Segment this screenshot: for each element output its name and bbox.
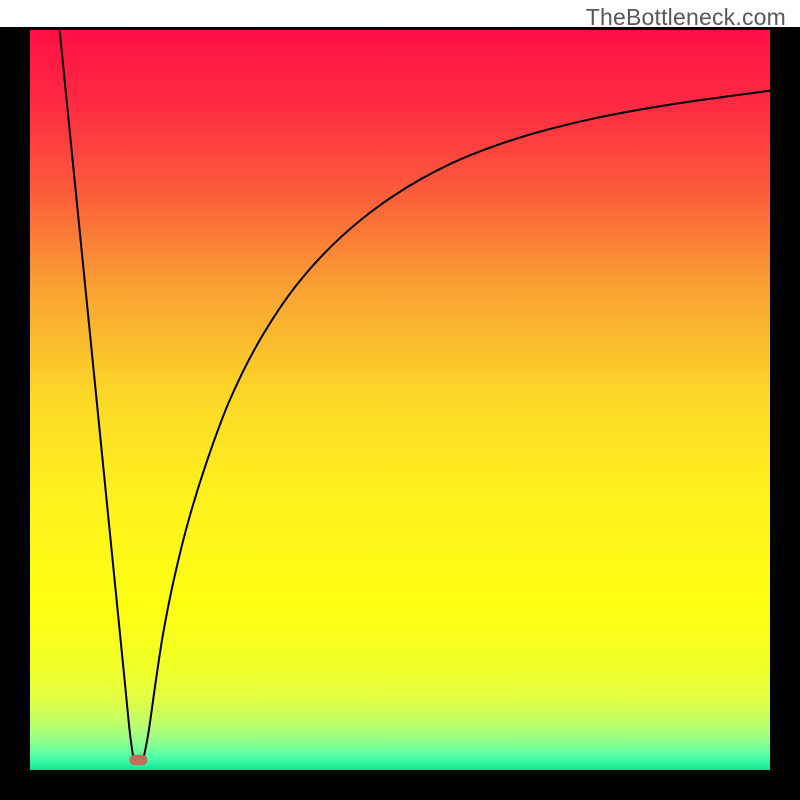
watermark-text: TheBottleneck.com — [586, 4, 786, 31]
bottleneck-chart — [0, 0, 800, 800]
frame-right — [770, 27, 800, 800]
frame-left — [0, 27, 30, 800]
chart-container: TheBottleneck.com — [0, 0, 800, 800]
plot-background — [30, 30, 770, 770]
optimal-point-marker — [130, 755, 148, 765]
frame-bottom — [0, 770, 800, 800]
